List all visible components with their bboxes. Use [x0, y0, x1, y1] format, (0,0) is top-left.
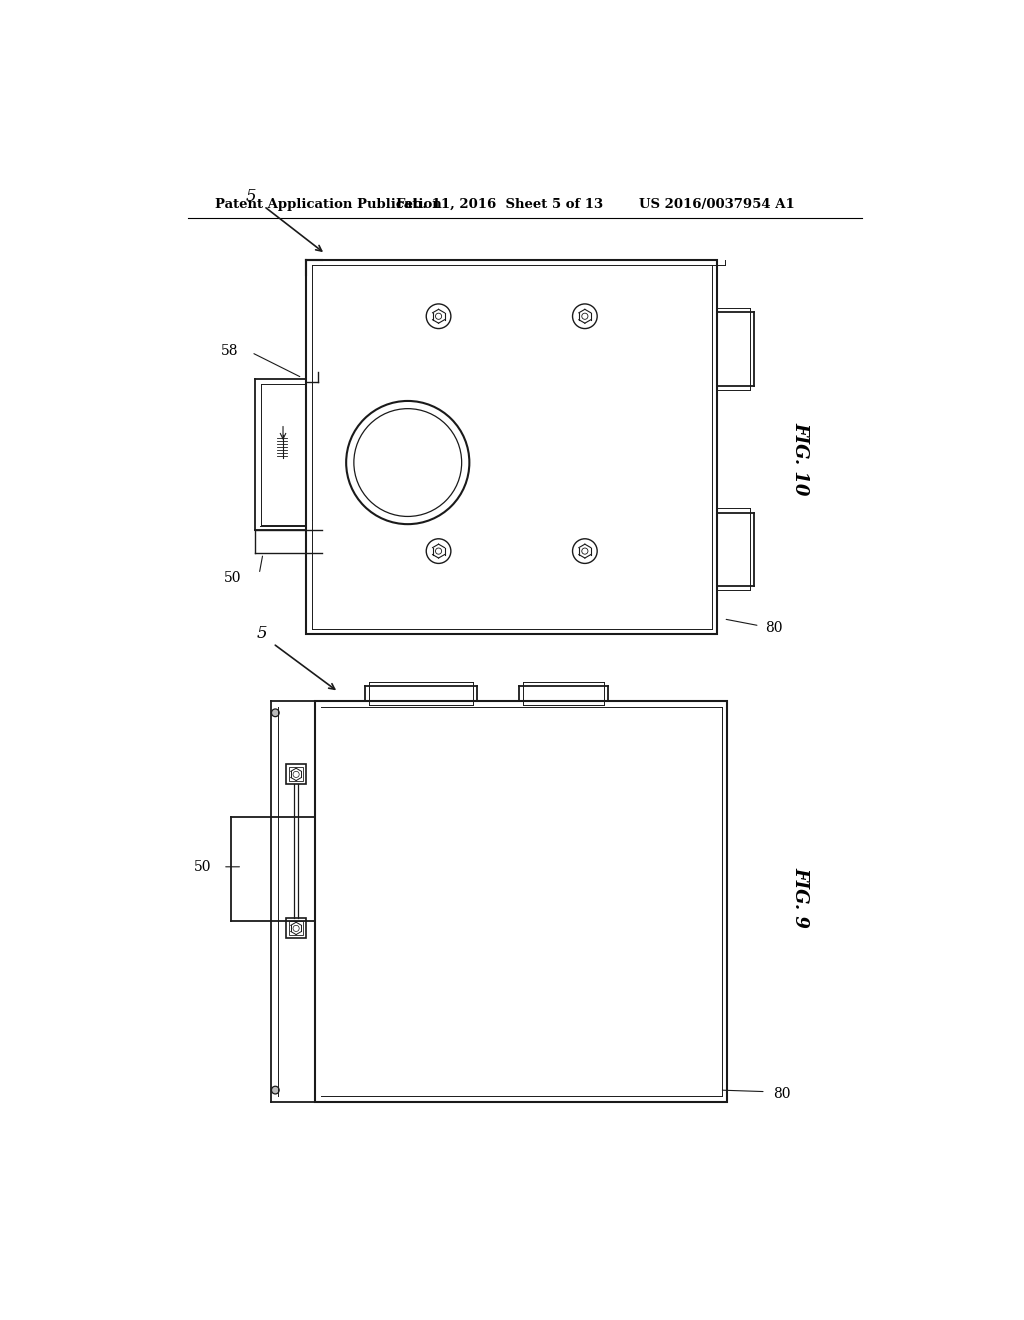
Bar [306, 260, 717, 635]
Bar [315, 701, 727, 1102]
Bar [286, 764, 306, 784]
Text: 50: 50 [224, 572, 242, 585]
Text: 80: 80 [773, 1086, 791, 1101]
Text: FIG. 10: FIG. 10 [792, 422, 809, 495]
Circle shape [271, 1086, 280, 1094]
Text: 5: 5 [246, 189, 256, 206]
Text: 58: 58 [221, 345, 239, 358]
Circle shape [271, 709, 280, 717]
Text: 80: 80 [765, 622, 782, 635]
Bar [286, 919, 306, 939]
Text: FIG. 9: FIG. 9 [792, 867, 809, 928]
Text: Feb. 11, 2016  Sheet 5 of 13: Feb. 11, 2016 Sheet 5 of 13 [396, 198, 603, 211]
Text: 50: 50 [194, 859, 211, 874]
Bar [289, 921, 303, 936]
Text: 5: 5 [256, 624, 267, 642]
Text: US 2016/0037954 A1: US 2016/0037954 A1 [639, 198, 795, 211]
Bar [289, 767, 303, 781]
Text: Patent Application Publication: Patent Application Publication [215, 198, 442, 211]
